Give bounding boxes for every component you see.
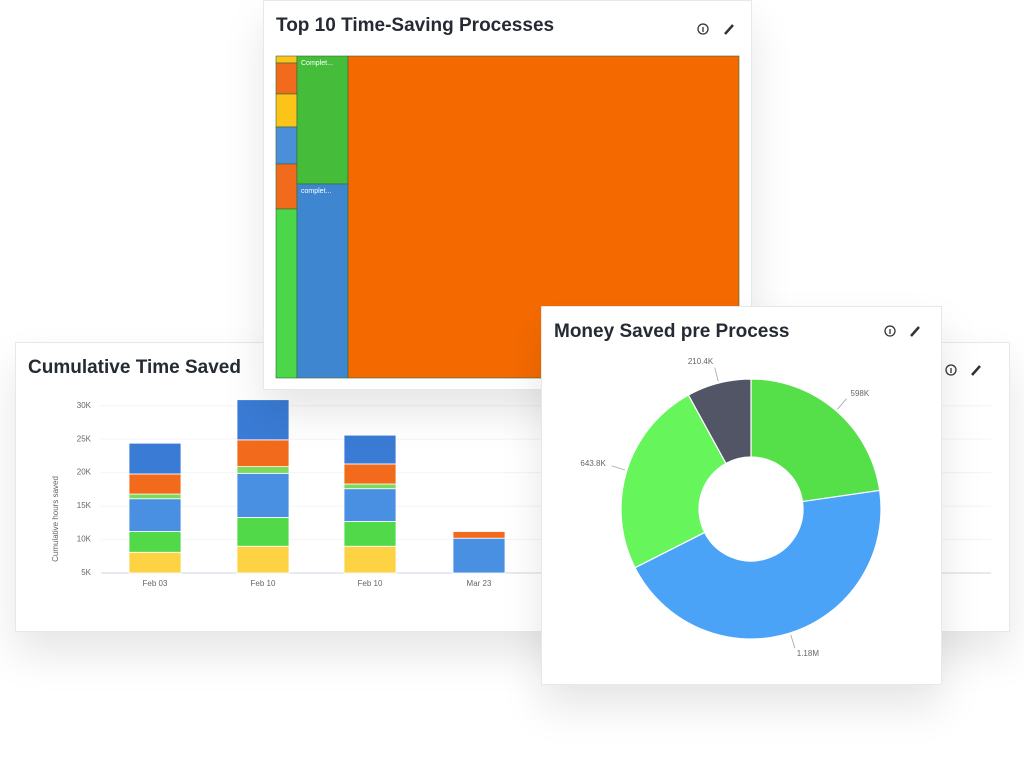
info-icon[interactable] <box>945 364 957 376</box>
y-tick-label: 15K <box>77 501 92 510</box>
bar-segment <box>128 442 182 475</box>
bar-segment <box>236 472 290 518</box>
y-tick-label: 5K <box>81 568 91 577</box>
bar-segment <box>128 551 182 574</box>
donut-slice <box>687 378 752 465</box>
info-icon[interactable] <box>697 23 709 35</box>
y-tick-label: 10K <box>77 535 92 544</box>
leader-line <box>790 634 796 649</box>
chart: Top 10 Time-Saving Processes Complet... c… <box>275 15 740 379</box>
bar-segment <box>236 439 290 468</box>
leader-line <box>611 465 626 471</box>
info-icon[interactable] <box>884 325 896 337</box>
data-label: 1.18M <box>797 649 820 658</box>
treemap-cell <box>275 126 298 165</box>
x-tick-label: Feb 10 <box>358 579 383 588</box>
card-donut: Money Saved pre Process 598K 1.18M 643.8K 2… <box>541 306 942 685</box>
bar-segment <box>128 493 182 500</box>
bar-segment <box>236 399 290 441</box>
bar-segment <box>343 545 397 574</box>
data-label: 598K <box>851 389 870 398</box>
bar-segment <box>236 517 290 547</box>
data-label: 210.4K <box>688 357 714 366</box>
bar-segment <box>128 498 182 532</box>
bar-segment <box>128 531 182 553</box>
donut-slice <box>634 489 882 640</box>
treemap-cell <box>296 183 349 379</box>
edit-icon[interactable] <box>910 326 920 337</box>
y-tick-label: 30K <box>77 401 92 410</box>
treemap-cell <box>275 62 298 95</box>
bar-segment <box>236 545 290 574</box>
x-tick-label: Mar 23 <box>467 579 492 588</box>
chart-title: Money Saved pre Process <box>554 321 790 342</box>
y-tick-label: 25K <box>77 434 92 443</box>
bar-segment <box>236 466 290 474</box>
bar-segment <box>343 463 397 485</box>
data-label: 643.8K <box>580 459 606 468</box>
bar-segment <box>343 483 397 490</box>
bar-segment <box>343 488 397 522</box>
donut-slice <box>620 394 727 569</box>
treemap-cell <box>275 55 298 64</box>
bar-segment <box>128 473 182 495</box>
y-tick-label: 20K <box>77 468 92 477</box>
x-tick-label: Feb 10 <box>251 579 276 588</box>
bar-segment <box>452 531 506 539</box>
treemap-cell <box>275 163 298 210</box>
edit-icon[interactable] <box>971 365 981 376</box>
bar-segment <box>343 521 397 547</box>
x-tick-label: Feb 03 <box>143 579 168 588</box>
chart: Money Saved pre Process 598K 1.18M 643.8K 2… <box>554 321 920 658</box>
bar-segment <box>452 537 506 574</box>
leader-line <box>714 367 719 382</box>
y-axis-label: Cumulative hours saved <box>51 476 60 562</box>
cell-label: Complet... <box>301 60 333 67</box>
leader-line <box>837 398 847 410</box>
treemap-cell <box>275 208 298 379</box>
chart-title: Cumulative Time Saved <box>28 357 241 378</box>
treemap-cell <box>296 55 349 185</box>
cell-label: complet... <box>301 188 331 195</box>
edit-icon[interactable] <box>724 24 734 35</box>
bar-segment <box>343 434 397 465</box>
treemap-cell <box>275 93 298 128</box>
chart-title: Top 10 Time-Saving Processes <box>276 15 554 36</box>
donut-slice <box>750 378 881 503</box>
